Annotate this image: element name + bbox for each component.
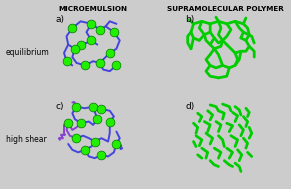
Point — [93, 140, 97, 143]
Point — [74, 105, 79, 108]
Point — [89, 39, 94, 42]
Point — [78, 122, 83, 125]
Point — [99, 108, 104, 111]
Text: d): d) — [185, 102, 194, 111]
Point — [82, 148, 87, 151]
Point — [91, 105, 95, 108]
Text: equilibrium: equilibrium — [6, 48, 49, 57]
Point — [111, 31, 116, 34]
Text: high shear: high shear — [6, 135, 47, 144]
Point — [95, 118, 100, 121]
Point — [89, 22, 94, 25]
Point — [70, 26, 75, 29]
Point — [107, 51, 112, 54]
Point — [107, 120, 112, 123]
Point — [64, 60, 69, 63]
Point — [82, 64, 87, 67]
Point — [114, 64, 119, 67]
Point — [72, 47, 77, 50]
Point — [97, 61, 102, 64]
Text: SUPRAMOLECULAR POLYMER: SUPRAMOLECULAR POLYMER — [167, 6, 284, 12]
Point — [114, 143, 119, 146]
Point — [66, 122, 70, 125]
Point — [74, 137, 79, 140]
Text: c): c) — [56, 102, 64, 111]
Text: a): a) — [56, 15, 65, 24]
Text: b): b) — [185, 15, 194, 24]
Point — [97, 28, 102, 31]
Point — [78, 43, 83, 46]
Text: MICROEMULSION: MICROEMULSION — [58, 6, 128, 12]
Point — [99, 153, 104, 156]
